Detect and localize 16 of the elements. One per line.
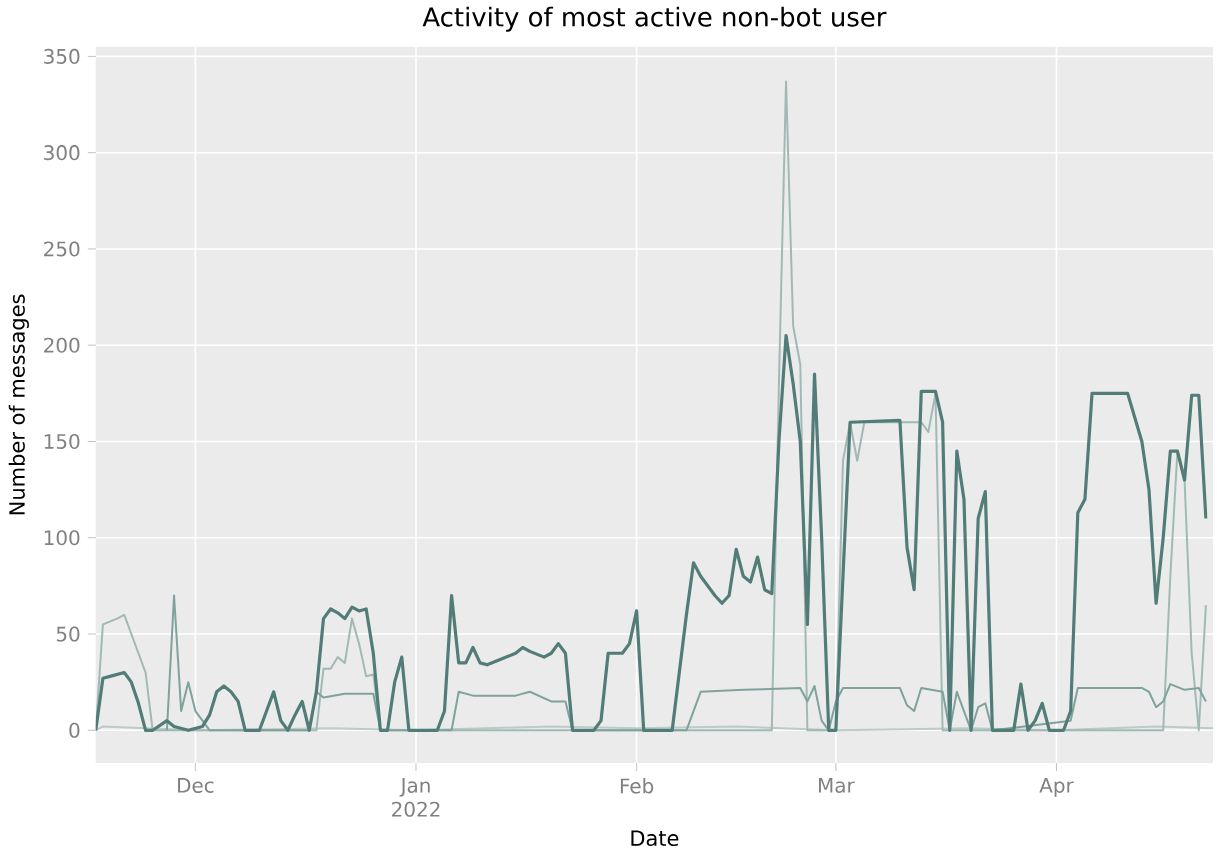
y-axis-title: Number of messages xyxy=(8,294,29,515)
chart-title: Activity of most active non-bot user xyxy=(422,6,887,32)
y-tick-label: 0 xyxy=(69,722,80,738)
y-tick-label: 250 xyxy=(44,241,80,257)
x-tick-label: Jan 2022 xyxy=(392,778,440,817)
y-tick-label: 350 xyxy=(44,48,80,65)
y-tick-label: 200 xyxy=(44,337,80,353)
y-tick-label: 50 xyxy=(56,626,80,642)
x-tick-label: Apr xyxy=(1039,778,1074,797)
y-tick-label: 150 xyxy=(44,434,80,450)
y-tick-label: 100 xyxy=(44,530,80,546)
y-tick-label: 300 xyxy=(44,145,80,161)
x-tick-label: Feb xyxy=(620,778,654,794)
x-axis-title: Date xyxy=(631,830,679,847)
x-tick-label: Dec xyxy=(178,778,214,793)
x-tick-label: Mar xyxy=(819,778,855,793)
